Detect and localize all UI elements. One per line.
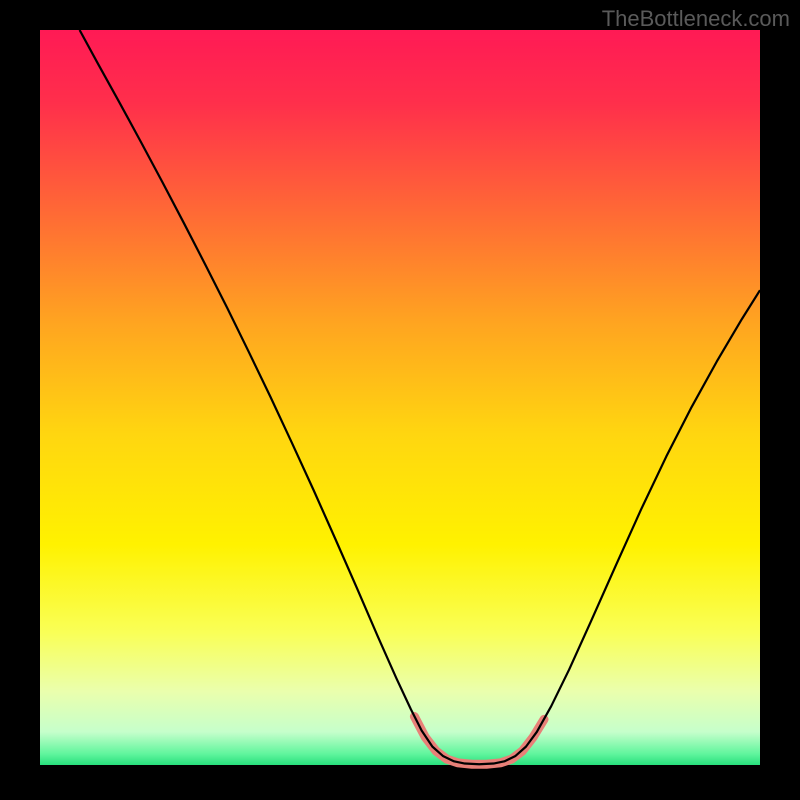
watermark-text: TheBottleneck.com xyxy=(602,6,790,32)
bottleneck-chart xyxy=(0,0,800,800)
chart-container: TheBottleneck.com xyxy=(0,0,800,800)
plot-background xyxy=(40,30,760,765)
